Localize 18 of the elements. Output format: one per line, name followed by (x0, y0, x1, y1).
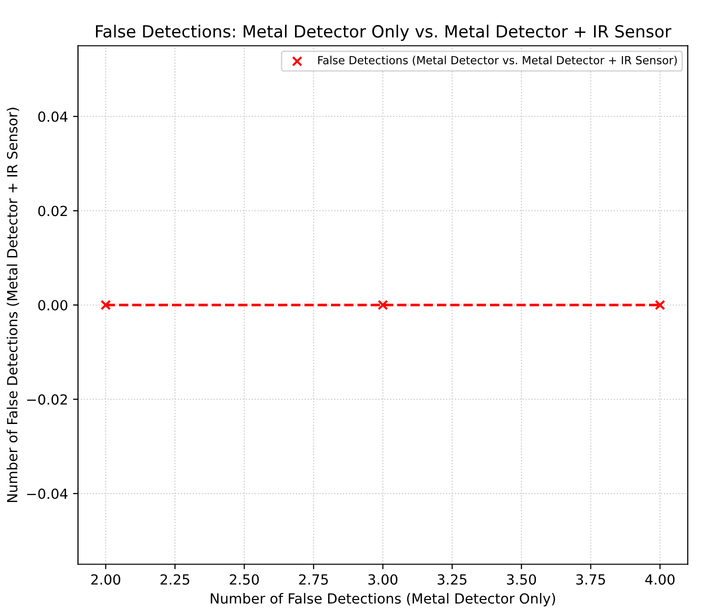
x-tick-label: 3.50 (507, 574, 536, 585)
y-axis-title: Number of False Detections (Metal Detector + IR Sensor) (6, 108, 20, 502)
y-tick-label: −0.04 (27, 488, 68, 500)
x-tick-label: 3.25 (438, 574, 466, 585)
x-tick-label: 3.75 (576, 574, 605, 585)
x-axis-title: Number of False Detections (Metal Detector Only) (210, 592, 556, 606)
x-tick-label: 2.75 (299, 574, 328, 585)
legend-label: False Detections (Metal Detector vs. Metal Detector + IR Sensor) (318, 56, 677, 66)
y-tick-label: 0.04 (38, 111, 68, 122)
x-tick-label: 3.00 (368, 574, 398, 585)
x-tick-label: 2.50 (230, 574, 259, 585)
y-tick-label: 0.00 (38, 300, 68, 310)
x-tick-label: 2.25 (160, 574, 190, 585)
x-tick-label: 2.00 (91, 574, 120, 585)
x-tick-label: 4.00 (645, 574, 675, 585)
y-tick-label: 0.02 (38, 206, 67, 216)
chart-title: False Detections: Metal Detector Only vs. Metal Detector + IR Sensor (96, 24, 672, 41)
y-tick-label: −0.02 (27, 394, 67, 405)
